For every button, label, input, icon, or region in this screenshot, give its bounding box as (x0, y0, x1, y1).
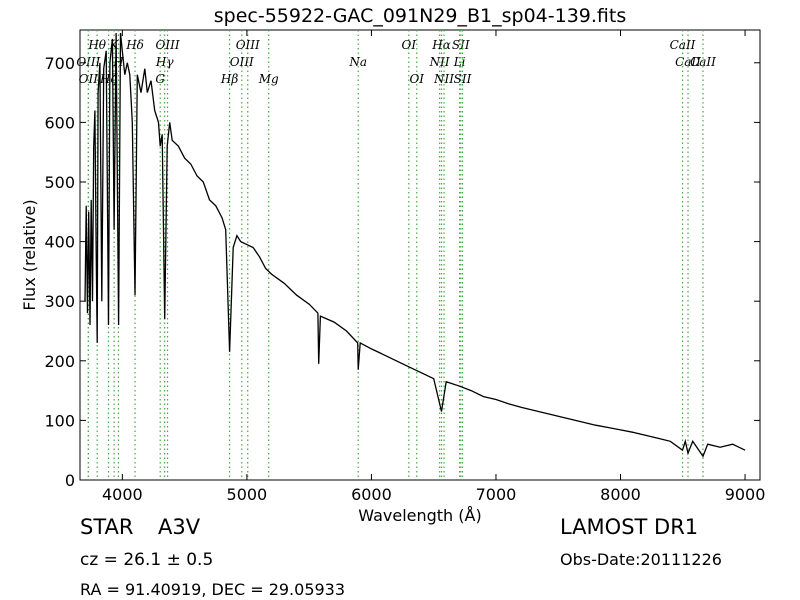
spectral-line-label: SII (452, 38, 470, 52)
y-tick-label: 500 (44, 173, 75, 192)
spectral-line-label: Hγ (155, 55, 174, 69)
spectral-line-label: Li (453, 55, 466, 69)
y-axis-label: Flux (relative) (20, 199, 39, 310)
y-tick-label: 300 (44, 292, 75, 311)
spectral-line-label: NII (429, 55, 450, 69)
spectral-line-label: CaII (675, 55, 701, 69)
spectral-line-label: Hδ (125, 38, 144, 52)
x-tick-label: 4000 (102, 485, 143, 504)
spectral-line-label: K (109, 38, 120, 52)
spectral-line-label: OIII (236, 38, 260, 52)
plot-frame (79, 29, 761, 481)
spectral-line-label: Hθ (87, 38, 106, 52)
class: STAR (80, 515, 133, 539)
x-tick-label: 9000 (725, 485, 766, 504)
x-axis-label: Wavelength (Å) (358, 506, 481, 525)
redshift: cz = 26.1 ± 0.5 (80, 550, 213, 570)
spectral-line-label: OII (79, 72, 99, 86)
spectral-line-label: CaII (690, 55, 716, 69)
x-tick-label: 7000 (476, 485, 517, 504)
spectral-line-label: Na (348, 55, 367, 69)
survey: LAMOST DR1 (560, 515, 698, 539)
coordinates: RA = 91.40919, DEC = 29.05933 (80, 580, 345, 599)
spectral-line-label: OI (402, 38, 417, 52)
spectral-line-label: OIII (230, 55, 254, 69)
y-tick-label: 100 (44, 411, 75, 430)
spectral-line-label: Hβ (220, 72, 238, 86)
y-tick-label: 700 (44, 54, 75, 73)
spectral-line-label: CaII (670, 38, 696, 52)
spectral-line-label: OIII (156, 38, 180, 52)
spectral-line-label: SII (454, 72, 472, 86)
subclass: A3V (158, 515, 201, 539)
spectral-line-label: Mg (258, 72, 279, 86)
y-tick-label: 600 (44, 113, 75, 132)
chart-title: spec-55922-GAC_091N29_B1_sp04-139.fits (214, 5, 627, 27)
y-tick-label: 400 (44, 233, 75, 252)
spectral-line-label: G (155, 72, 165, 86)
obs-date: Obs-Date:20111226 (560, 550, 722, 569)
spectral-line-label: NII (433, 72, 454, 86)
x-tick-label: 6000 (351, 485, 392, 504)
y-tick-label: 0 (65, 471, 75, 490)
y-tick-label: 200 (44, 352, 75, 371)
spectral-line-label: OI (409, 72, 424, 86)
x-tick-label: 5000 (227, 485, 268, 504)
x-tick-label: 8000 (600, 485, 641, 504)
spectrum (84, 32, 746, 458)
spectral-line-label: Hα (431, 38, 451, 52)
